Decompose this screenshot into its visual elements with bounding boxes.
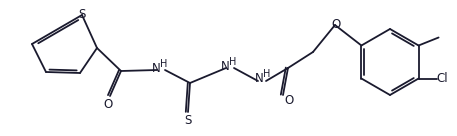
Text: N: N <box>255 72 263 86</box>
Text: H: H <box>263 69 271 79</box>
Text: N: N <box>221 61 229 73</box>
Text: Cl: Cl <box>437 72 448 85</box>
Text: O: O <box>103 98 112 112</box>
Text: H: H <box>229 57 237 67</box>
Text: N: N <box>152 63 160 75</box>
Text: O: O <box>331 18 340 30</box>
Text: S: S <box>184 115 191 128</box>
Text: S: S <box>78 8 86 21</box>
Text: H: H <box>160 59 168 69</box>
Text: O: O <box>284 95 294 107</box>
